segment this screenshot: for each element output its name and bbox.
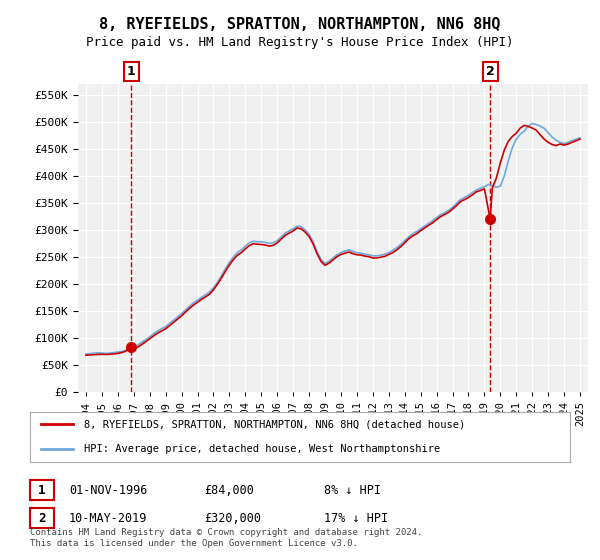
Text: 10-MAY-2019: 10-MAY-2019 xyxy=(69,511,148,525)
Text: 1: 1 xyxy=(38,483,46,497)
Text: 17% ↓ HPI: 17% ↓ HPI xyxy=(324,511,388,525)
Text: 8% ↓ HPI: 8% ↓ HPI xyxy=(324,483,381,497)
Text: £84,000: £84,000 xyxy=(204,483,254,497)
Text: 2: 2 xyxy=(38,511,46,525)
Text: HPI: Average price, detached house, West Northamptonshire: HPI: Average price, detached house, West… xyxy=(84,445,440,454)
Text: £320,000: £320,000 xyxy=(204,511,261,525)
Text: Contains HM Land Registry data © Crown copyright and database right 2024.
This d: Contains HM Land Registry data © Crown c… xyxy=(30,528,422,548)
Text: 8, RYEFIELDS, SPRATTON, NORTHAMPTON, NN6 8HQ (detached house): 8, RYEFIELDS, SPRATTON, NORTHAMPTON, NN6… xyxy=(84,419,465,429)
Text: 2: 2 xyxy=(486,65,494,78)
Text: Price paid vs. HM Land Registry's House Price Index (HPI): Price paid vs. HM Land Registry's House … xyxy=(86,36,514,49)
Text: 8, RYEFIELDS, SPRATTON, NORTHAMPTON, NN6 8HQ: 8, RYEFIELDS, SPRATTON, NORTHAMPTON, NN6… xyxy=(99,17,501,32)
Text: 01-NOV-1996: 01-NOV-1996 xyxy=(69,483,148,497)
Text: 1: 1 xyxy=(127,65,136,78)
